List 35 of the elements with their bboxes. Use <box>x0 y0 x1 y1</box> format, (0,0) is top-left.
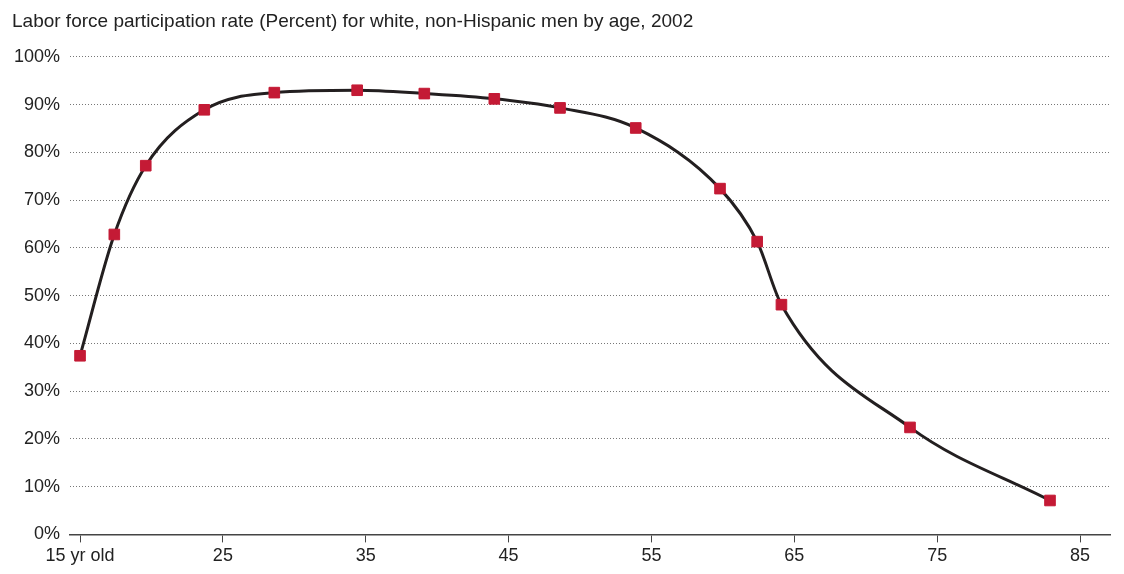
y-tick-label: 90% <box>24 93 61 114</box>
x-tick-label: 55 <box>641 545 662 566</box>
point <box>904 421 916 434</box>
y-tick-label: 70% <box>24 189 61 210</box>
y-tick-label: 100% <box>13 45 61 66</box>
y-tick-label: 50% <box>24 284 61 305</box>
x-tick-label: 35 <box>355 545 376 566</box>
x-tick-label: 65 <box>784 545 805 566</box>
point <box>751 235 763 248</box>
point <box>74 349 86 362</box>
point <box>108 228 121 241</box>
point <box>268 86 281 99</box>
point <box>554 102 566 114</box>
point <box>139 159 152 172</box>
point <box>418 87 431 100</box>
y-tick-label: 10% <box>24 475 61 496</box>
x-tick-label: 75 <box>927 545 948 566</box>
point <box>351 84 363 97</box>
point <box>198 104 211 116</box>
x-tick-label: 85 <box>1069 545 1091 566</box>
x-tick-label: 25 <box>212 545 233 566</box>
x-tick-label: 15 yr old <box>45 545 115 566</box>
chart-title: Labor force participation rate (Percent) for white, non-Hispanic men by age, 2002 <box>12 10 694 32</box>
y-tick-label: 40% <box>24 332 61 353</box>
x-tick-label: 45 <box>498 545 519 566</box>
y-tick-label: 30% <box>24 380 61 401</box>
y-tick-label: 0% <box>34 523 61 544</box>
y-tick-label: 80% <box>24 141 61 162</box>
point <box>714 182 726 195</box>
point <box>1044 494 1056 507</box>
point <box>629 122 642 134</box>
point <box>488 93 501 105</box>
y-tick-label: 20% <box>24 427 61 448</box>
point <box>775 298 788 311</box>
y-tick-label: 60% <box>24 236 61 257</box>
